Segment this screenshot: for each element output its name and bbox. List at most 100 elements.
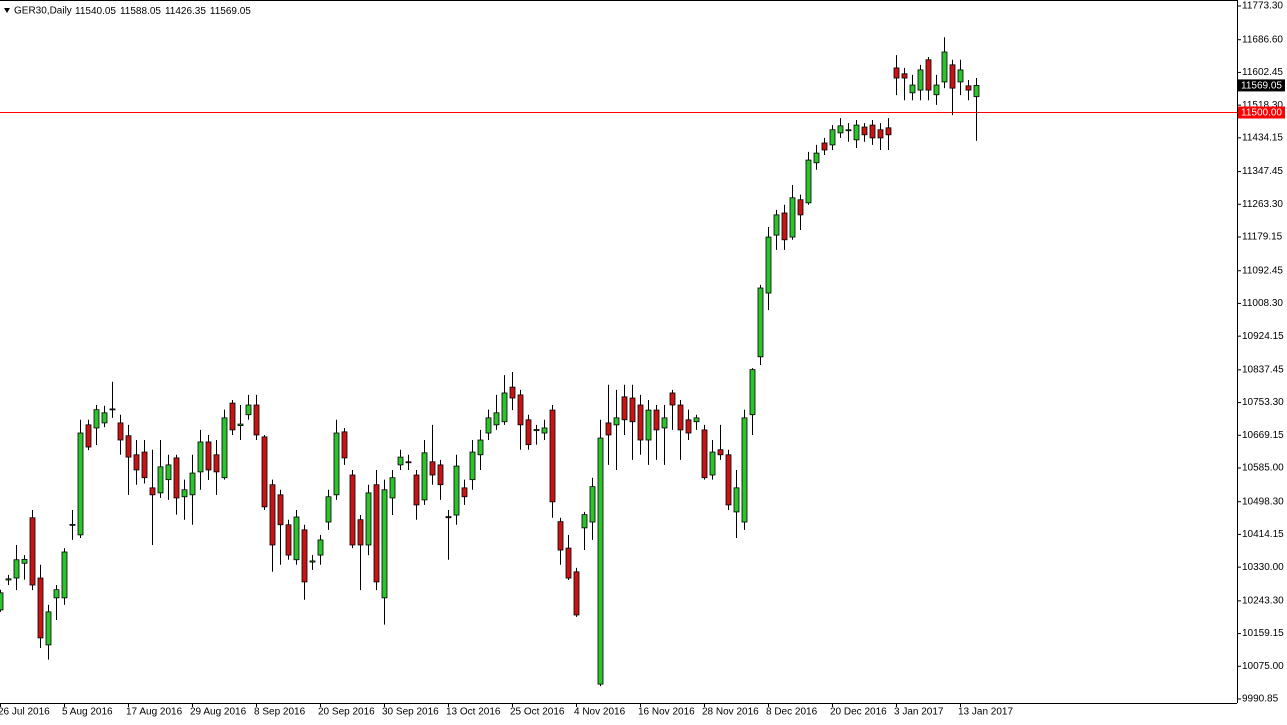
candle-body [621, 396, 628, 421]
y-tick-label: 11518.30 [1242, 100, 1283, 111]
candle-body [421, 452, 428, 501]
candle-body [381, 489, 388, 599]
candle-body [669, 392, 676, 406]
candle-body [285, 524, 292, 556]
candle-body [789, 197, 796, 238]
candle-body [21, 558, 28, 564]
candle-body [213, 454, 220, 473]
candle-body [885, 127, 892, 136]
header-low: 11426.35 [165, 6, 206, 17]
candle-body [269, 484, 276, 546]
candle-body [117, 422, 124, 441]
candle-body [189, 472, 196, 496]
y-tick-label: 10075.00 [1242, 661, 1284, 672]
chart-title: GER30,Daily [14, 6, 72, 17]
candle-body [149, 487, 156, 496]
candle-body [477, 439, 484, 456]
y-tick-label: 9990.85 [1242, 694, 1279, 705]
candle-body [157, 466, 164, 494]
y-tick-label: 10243.30 [1242, 595, 1284, 606]
y-tick-label: 11773.30 [1242, 1, 1283, 12]
x-tick-label: 13 Oct 2016 [446, 707, 501, 718]
y-tick-label: 11179.15 [1242, 232, 1283, 243]
candle-body [549, 409, 556, 503]
candle-body [557, 521, 564, 551]
x-tick-label: 29 Aug 2016 [190, 707, 247, 718]
candle-body [357, 519, 364, 546]
candle-body [413, 474, 420, 506]
candle-body [13, 559, 20, 579]
candle-body [373, 484, 380, 583]
candle-body [581, 514, 588, 529]
candle-body [781, 212, 788, 241]
candle-body [405, 461, 412, 464]
price-label: 11569.05 [1241, 81, 1282, 92]
candle-body [677, 404, 684, 431]
candle-body [749, 369, 756, 416]
menu-arrow[interactable] [4, 8, 10, 13]
y-tick-label: 10669.15 [1242, 430, 1284, 441]
candle-body [533, 429, 540, 432]
candle-body [261, 436, 268, 508]
candle-body [701, 429, 708, 479]
candle-body [445, 516, 452, 519]
candle-body [965, 85, 972, 91]
candle-body [517, 394, 524, 426]
candle-body [69, 523, 76, 526]
candle-body [0, 592, 4, 611]
candle-body [229, 402, 236, 431]
candle-body [501, 392, 508, 423]
candle-body [685, 419, 692, 434]
candle-body [717, 449, 724, 456]
candle-body [597, 437, 604, 685]
candle-body [469, 451, 476, 481]
candle-body [181, 489, 188, 498]
candle-body [613, 417, 620, 426]
y-tick-label: 11347.45 [1242, 166, 1283, 177]
candle-body [245, 404, 252, 416]
candle-body [125, 435, 132, 458]
candle-body [85, 424, 92, 448]
candle-body [949, 64, 956, 89]
x-tick-label: 3 Jan 2017 [894, 707, 944, 718]
y-tick-label: 11602.45 [1242, 67, 1283, 78]
y-tick-label: 10159.15 [1242, 628, 1284, 639]
candle-body [429, 461, 436, 476]
x-tick-label: 8 Dec 2016 [766, 707, 818, 718]
y-tick-label: 10585.00 [1242, 463, 1284, 474]
candle-body [757, 287, 764, 358]
candle-body [301, 529, 308, 583]
candle-body [845, 129, 852, 132]
y-tick-label: 10498.30 [1242, 496, 1284, 507]
x-tick-label: 20 Dec 2016 [830, 707, 887, 718]
candle-body [525, 419, 532, 446]
candle-body [861, 126, 868, 136]
candle-body [941, 51, 948, 83]
candle-body [101, 412, 108, 424]
candle-body [733, 487, 740, 513]
candle-body [653, 409, 660, 431]
level-label-box [1238, 106, 1285, 119]
candle-body [133, 454, 140, 471]
x-tick-label: 26 Jul 2016 [0, 707, 50, 718]
candle-body [237, 423, 244, 427]
x-tick-label: 8 Sep 2016 [254, 707, 306, 718]
candle-body [493, 412, 500, 426]
y-tick-label: 10837.45 [1242, 364, 1284, 375]
candle-body [869, 124, 876, 139]
candle-body [109, 408, 116, 411]
candle-body [437, 464, 444, 486]
x-tick-label: 16 Nov 2016 [638, 707, 695, 718]
candle-body [53, 589, 60, 599]
x-tick-label: 5 Aug 2016 [62, 707, 113, 718]
candle-body [333, 432, 340, 496]
candle-body [509, 386, 516, 399]
candle-body [925, 59, 932, 91]
candle-body [397, 456, 404, 466]
candle-body [349, 474, 356, 546]
candle-body [453, 465, 460, 516]
x-tick-label: 25 Oct 2016 [510, 707, 565, 718]
candle-body [253, 404, 260, 436]
